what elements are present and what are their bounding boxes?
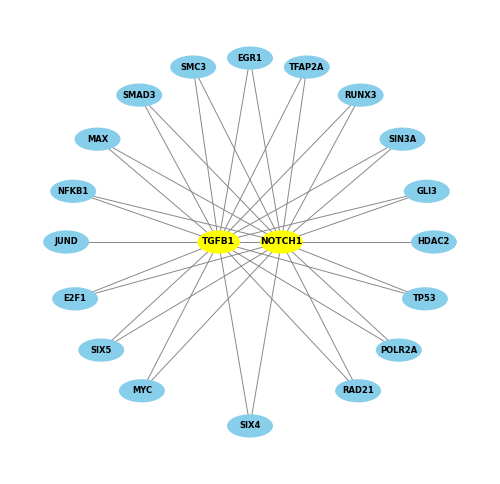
Text: EGR1: EGR1 xyxy=(238,54,262,62)
Text: HDAC2: HDAC2 xyxy=(418,238,450,246)
Ellipse shape xyxy=(335,379,381,402)
Ellipse shape xyxy=(74,128,120,151)
Text: TP53: TP53 xyxy=(413,294,436,303)
Text: TFAP2A: TFAP2A xyxy=(289,62,324,72)
Ellipse shape xyxy=(227,414,273,438)
Ellipse shape xyxy=(376,338,422,362)
Text: SMAD3: SMAD3 xyxy=(122,91,156,100)
Ellipse shape xyxy=(50,180,96,203)
Ellipse shape xyxy=(284,56,330,79)
Ellipse shape xyxy=(402,287,448,310)
Ellipse shape xyxy=(116,84,162,107)
Ellipse shape xyxy=(197,230,240,254)
Ellipse shape xyxy=(227,46,273,70)
Text: SIX4: SIX4 xyxy=(240,422,260,430)
Ellipse shape xyxy=(52,287,98,310)
Ellipse shape xyxy=(411,230,457,254)
Text: POLR2A: POLR2A xyxy=(380,346,418,355)
Ellipse shape xyxy=(404,180,450,203)
Ellipse shape xyxy=(338,84,384,107)
Text: NFKB1: NFKB1 xyxy=(58,187,89,196)
Text: E2F1: E2F1 xyxy=(64,294,86,303)
Ellipse shape xyxy=(78,338,124,362)
Text: RUNX3: RUNX3 xyxy=(344,91,377,100)
Text: MAX: MAX xyxy=(87,135,108,144)
Ellipse shape xyxy=(170,56,216,79)
Ellipse shape xyxy=(380,128,426,151)
Text: SIN3A: SIN3A xyxy=(388,135,416,144)
Ellipse shape xyxy=(119,379,165,402)
Text: JUND: JUND xyxy=(54,238,78,246)
Text: GLI3: GLI3 xyxy=(416,187,437,196)
Text: SMC3: SMC3 xyxy=(180,62,206,72)
Text: SIX5: SIX5 xyxy=(90,346,112,355)
Text: NOTCH1: NOTCH1 xyxy=(260,238,302,246)
Ellipse shape xyxy=(260,230,303,254)
Text: RAD21: RAD21 xyxy=(342,386,374,395)
Ellipse shape xyxy=(43,230,89,254)
Text: MYC: MYC xyxy=(132,386,152,395)
Text: TGFB1: TGFB1 xyxy=(202,238,235,246)
